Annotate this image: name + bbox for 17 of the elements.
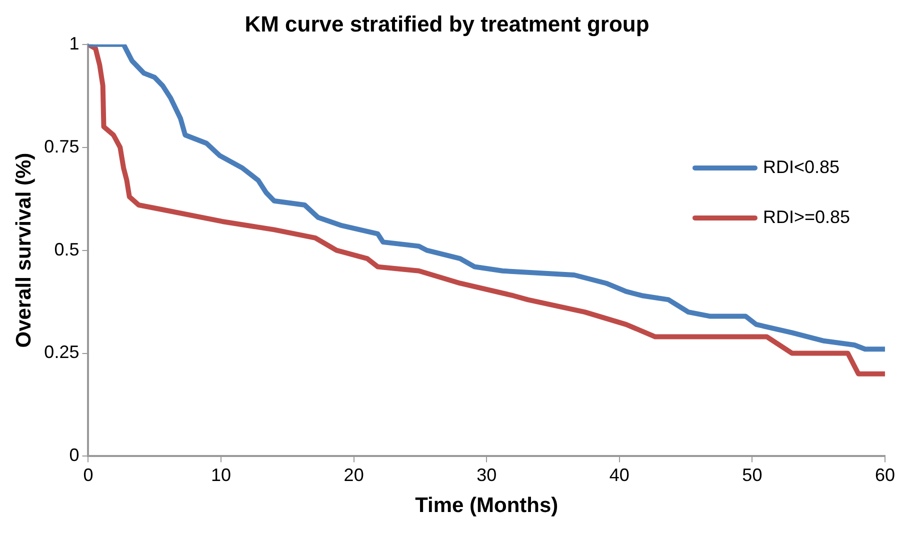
- y-tick-label: 1: [69, 33, 80, 54]
- x-tick-label: 60: [874, 464, 896, 485]
- legend-label: RDI<0.85: [762, 156, 840, 177]
- x-tick-label: 30: [476, 464, 497, 485]
- y-tick-label: 0.5: [54, 239, 80, 260]
- legend-label: RDI>=0.85: [762, 206, 850, 227]
- x-tick-label: 20: [344, 464, 364, 485]
- x-axis-title: Time (Months): [415, 494, 558, 518]
- y-tick-label: 0: [69, 445, 80, 466]
- x-tick-label: 10: [211, 464, 232, 485]
- chart-title: KM curve stratified by treatment group: [244, 11, 650, 36]
- x-tick-label: 40: [609, 464, 630, 485]
- x-tick-label: 50: [742, 464, 762, 485]
- y-axis-title: Overall survival (%): [12, 152, 36, 348]
- y-tick-label: 0.75: [44, 136, 80, 156]
- x-tick-label: 0: [83, 464, 94, 485]
- y-tick-label: 0.25: [44, 342, 80, 362]
